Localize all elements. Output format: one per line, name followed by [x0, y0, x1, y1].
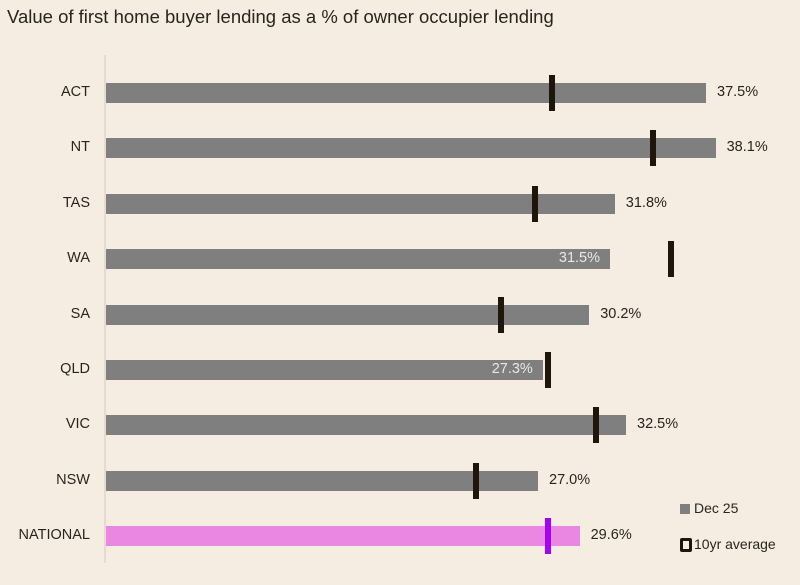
category-label: VIC	[65, 416, 90, 433]
value-label: 29.6%	[590, 527, 632, 544]
ten-year-average-marker	[592, 407, 599, 444]
value-label: 31.8%	[625, 194, 667, 211]
ten-year-average-marker	[498, 296, 505, 333]
bar-row-vic: VIC 32.5%	[0, 405, 800, 445]
category-label: ACT	[61, 84, 90, 100]
legend-item-10yr-average: 10yr average	[680, 536, 776, 556]
category-label: NSW	[56, 471, 90, 488]
category-label: NATIONAL	[18, 527, 90, 544]
marker-swatch-icon	[680, 538, 692, 552]
ten-year-average-marker	[549, 75, 556, 111]
category-label: NT	[70, 139, 90, 156]
ten-year-average-marker	[544, 518, 551, 555]
bar	[106, 360, 543, 380]
bar-row-wa: WA 31.5%	[0, 239, 800, 279]
bar	[106, 304, 590, 325]
value-label: 37.5%	[717, 84, 759, 100]
category-label: WA	[67, 250, 90, 267]
ten-year-average-marker	[472, 462, 479, 499]
bar	[106, 138, 716, 159]
legend: Dec 25 10yr average	[680, 500, 776, 572]
chart-title: Value of first home buyer lending as a %…	[7, 6, 554, 27]
value-label: 38.1%	[726, 139, 768, 156]
ten-year-average-marker	[650, 130, 657, 167]
bar-row-qld: QLD 27.3%	[0, 350, 800, 390]
value-label: 27.3%	[491, 361, 533, 377]
value-label: 32.5%	[637, 416, 679, 433]
bar-swatch-icon	[680, 504, 690, 514]
bar-row-tas: TAS 31.8%	[0, 184, 800, 224]
bar-row-sa: SA 30.2%	[0, 295, 800, 335]
category-label: QLD	[60, 361, 90, 377]
bar-row-act: ACT 37.5%	[0, 73, 800, 113]
y-axis-line	[104, 55, 106, 563]
legend-label: Dec 25	[694, 500, 739, 516]
ten-year-average-marker	[667, 241, 674, 278]
category-label: SA	[70, 305, 90, 322]
bar	[106, 470, 538, 491]
bar-row-national: NATIONAL 29.6%	[0, 516, 800, 556]
bar	[106, 415, 626, 436]
bar-row-nsw: NSW 27.0%	[0, 461, 800, 501]
value-label: 27.0%	[549, 471, 591, 488]
legend-item-dec25: Dec 25	[680, 500, 776, 520]
bar	[106, 83, 706, 103]
bar	[106, 193, 615, 214]
bar	[106, 526, 580, 547]
bar-row-nt: NT 38.1%	[0, 128, 800, 168]
ten-year-average-marker	[544, 352, 551, 388]
legend-label: 10yr average	[694, 536, 776, 552]
value-label: 30.2%	[600, 305, 642, 322]
bar	[106, 249, 610, 270]
value-label: 31.5%	[558, 250, 600, 267]
ten-year-average-marker	[531, 185, 538, 222]
category-label: TAS	[62, 194, 90, 211]
